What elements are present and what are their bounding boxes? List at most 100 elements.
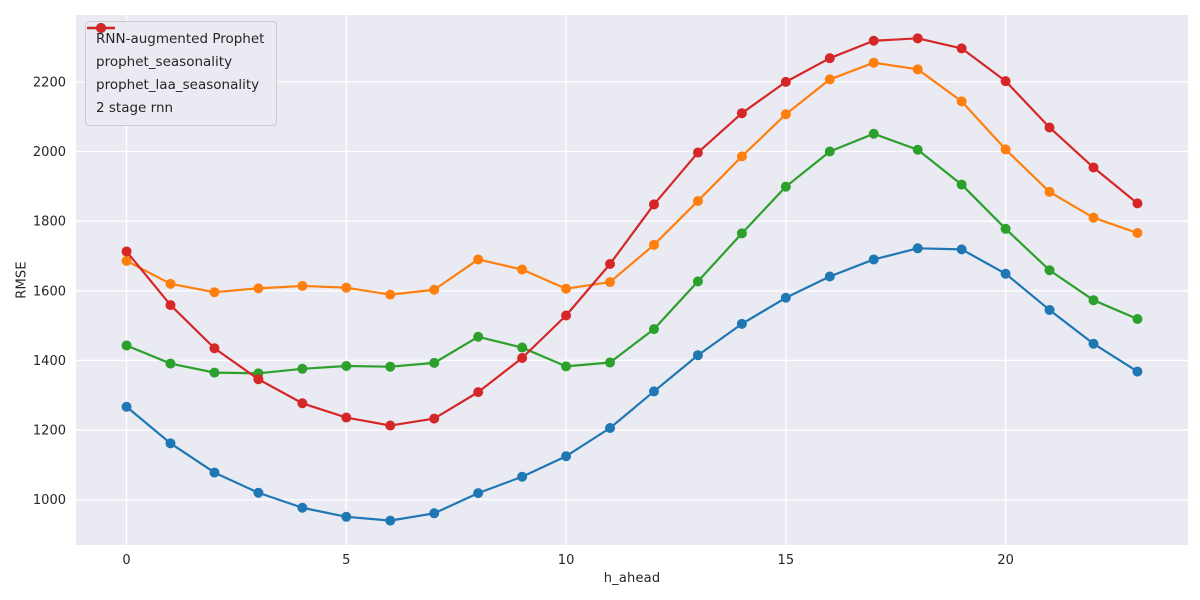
data-point[interactable]	[868, 254, 879, 265]
data-point[interactable]	[1000, 76, 1011, 87]
data-point[interactable]	[1088, 338, 1099, 349]
data-point[interactable]	[429, 284, 440, 295]
data-point[interactable]	[165, 358, 176, 369]
legend-item-prophet-seasonality[interactable]: prophet_seasonality	[87, 23, 264, 72]
data-point[interactable]	[297, 502, 308, 513]
data-point[interactable]	[121, 246, 132, 257]
data-point[interactable]	[780, 292, 791, 303]
data-point[interactable]	[473, 488, 484, 499]
data-point[interactable]	[868, 35, 879, 46]
data-point[interactable]	[956, 96, 967, 107]
data-point[interactable]	[912, 33, 923, 44]
data-point[interactable]	[824, 74, 835, 85]
data-point[interactable]	[956, 43, 967, 54]
data-point[interactable]	[385, 361, 396, 372]
data-point[interactable]	[912, 64, 923, 75]
data-point[interactable]	[473, 387, 484, 398]
data-point[interactable]	[473, 254, 484, 265]
data-point[interactable]	[209, 343, 220, 354]
data-point[interactable]	[385, 515, 396, 526]
data-point[interactable]	[429, 413, 440, 424]
data-point[interactable]	[912, 144, 923, 155]
data-point[interactable]	[605, 258, 616, 269]
data-point[interactable]	[824, 53, 835, 64]
data-point[interactable]	[1000, 268, 1011, 279]
data-point[interactable]	[736, 151, 747, 162]
data-point[interactable]	[121, 401, 132, 412]
data-point[interactable]	[1088, 162, 1099, 173]
data-point[interactable]	[429, 508, 440, 519]
data-point[interactable]	[692, 350, 703, 361]
data-point[interactable]	[1088, 295, 1099, 306]
data-point[interactable]	[253, 487, 264, 498]
data-point[interactable]	[648, 324, 659, 335]
data-point[interactable]	[648, 386, 659, 397]
data-point[interactable]	[780, 76, 791, 87]
legend[interactable]: RNN-augmented Prophet prophet_seasonalit…	[85, 21, 278, 126]
data-point[interactable]	[561, 361, 572, 372]
data-point[interactable]	[605, 422, 616, 433]
legend-item-2-stage-rnn[interactable]: 2 stage rnn	[87, 23, 264, 118]
data-point[interactable]	[1044, 122, 1055, 133]
data-point[interactable]	[253, 283, 264, 294]
data-point[interactable]	[297, 363, 308, 374]
data-point[interactable]	[517, 264, 528, 275]
data-point[interactable]	[209, 287, 220, 298]
data-point[interactable]	[824, 146, 835, 157]
data-point[interactable]	[517, 353, 528, 364]
data-point[interactable]	[341, 412, 352, 423]
data-point[interactable]	[868, 128, 879, 139]
data-point[interactable]	[385, 420, 396, 431]
legend-item-prophet-laa-seasonality[interactable]: prophet_laa_seasonality	[87, 23, 264, 95]
data-point[interactable]	[736, 228, 747, 239]
data-point[interactable]	[209, 367, 220, 378]
legend-item-rnn-augmented-prophet[interactable]: RNN-augmented Prophet	[87, 23, 264, 49]
data-point[interactable]	[1132, 314, 1143, 325]
data-point[interactable]	[1000, 223, 1011, 234]
data-point[interactable]	[736, 108, 747, 119]
data-point[interactable]	[868, 57, 879, 68]
data-point[interactable]	[780, 181, 791, 192]
data-point[interactable]	[517, 342, 528, 353]
data-point[interactable]	[429, 357, 440, 368]
data-point[interactable]	[297, 398, 308, 409]
data-point[interactable]	[1088, 212, 1099, 223]
data-point[interactable]	[736, 318, 747, 329]
data-point[interactable]	[341, 361, 352, 372]
data-point[interactable]	[780, 109, 791, 120]
data-point[interactable]	[648, 239, 659, 250]
data-point[interactable]	[121, 340, 132, 351]
data-point[interactable]	[1000, 144, 1011, 155]
data-point[interactable]	[385, 289, 396, 300]
data-point[interactable]	[956, 244, 967, 255]
data-point[interactable]	[648, 199, 659, 210]
data-point[interactable]	[1132, 366, 1143, 377]
data-point[interactable]	[1044, 186, 1055, 197]
data-point[interactable]	[912, 243, 923, 254]
data-point[interactable]	[956, 179, 967, 190]
data-point[interactable]	[561, 310, 572, 321]
data-point[interactable]	[517, 471, 528, 482]
data-point[interactable]	[165, 278, 176, 289]
data-point[interactable]	[209, 467, 220, 478]
data-point[interactable]	[1132, 227, 1143, 238]
data-point[interactable]	[341, 282, 352, 293]
data-point[interactable]	[692, 195, 703, 206]
data-point[interactable]	[561, 451, 572, 462]
data-point[interactable]	[165, 438, 176, 449]
data-point[interactable]	[692, 276, 703, 287]
data-point[interactable]	[605, 357, 616, 368]
data-point[interactable]	[692, 147, 703, 158]
data-point[interactable]	[473, 331, 484, 342]
data-point[interactable]	[824, 271, 835, 282]
data-point[interactable]	[165, 300, 176, 311]
data-point[interactable]	[605, 277, 616, 288]
data-point[interactable]	[1132, 198, 1143, 209]
data-point[interactable]	[297, 280, 308, 291]
data-point[interactable]	[1044, 304, 1055, 315]
data-point[interactable]	[253, 374, 264, 385]
data-point[interactable]	[561, 283, 572, 294]
data-point[interactable]	[341, 511, 352, 522]
data-point[interactable]	[121, 255, 132, 266]
data-point[interactable]	[1044, 265, 1055, 276]
